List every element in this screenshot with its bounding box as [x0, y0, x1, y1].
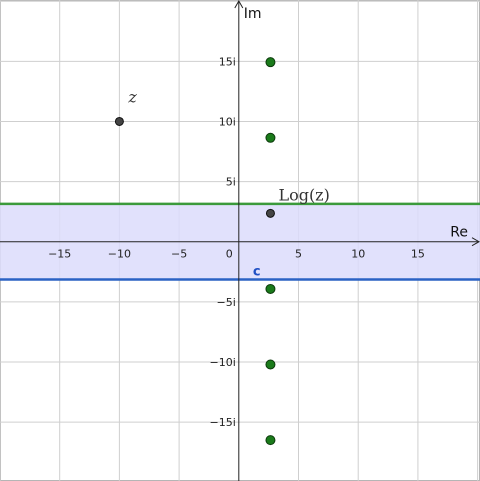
- z-label: z: [127, 87, 137, 106]
- branch-point[interactable]: [265, 132, 276, 143]
- log-z-label: Log(z): [278, 185, 329, 204]
- x-axis-label: Re: [450, 225, 468, 241]
- log-z-point[interactable]: [265, 208, 275, 218]
- y-tick-label: 10i: [219, 115, 236, 128]
- y-tick-label: 15i: [219, 55, 236, 68]
- y-tick-label: −15i: [210, 416, 236, 429]
- x-tick-label: 15: [411, 248, 425, 261]
- y-tick-label: −10i: [210, 356, 236, 369]
- branch-point[interactable]: [265, 359, 276, 370]
- x-tick-label: 5: [295, 248, 302, 261]
- strip-label: c: [253, 264, 261, 279]
- x-tick-label: −5: [171, 248, 187, 261]
- y-tick-label: −5i: [217, 296, 236, 309]
- x-tick-label: 0: [226, 248, 233, 261]
- x-tick-label: −10: [108, 248, 131, 261]
- y-axis-label: Im: [244, 6, 262, 22]
- branch-point[interactable]: [265, 435, 276, 446]
- imaginary-axis-arrow: [234, 0, 244, 9]
- x-tick-label: −15: [48, 248, 71, 261]
- branch-point[interactable]: [265, 283, 276, 294]
- y-tick-label: 5i: [226, 176, 236, 189]
- real-axis-arrow: [471, 237, 480, 247]
- branch-point[interactable]: [265, 57, 276, 68]
- z-point[interactable]: [114, 116, 124, 126]
- x-tick-label: 10: [351, 248, 365, 261]
